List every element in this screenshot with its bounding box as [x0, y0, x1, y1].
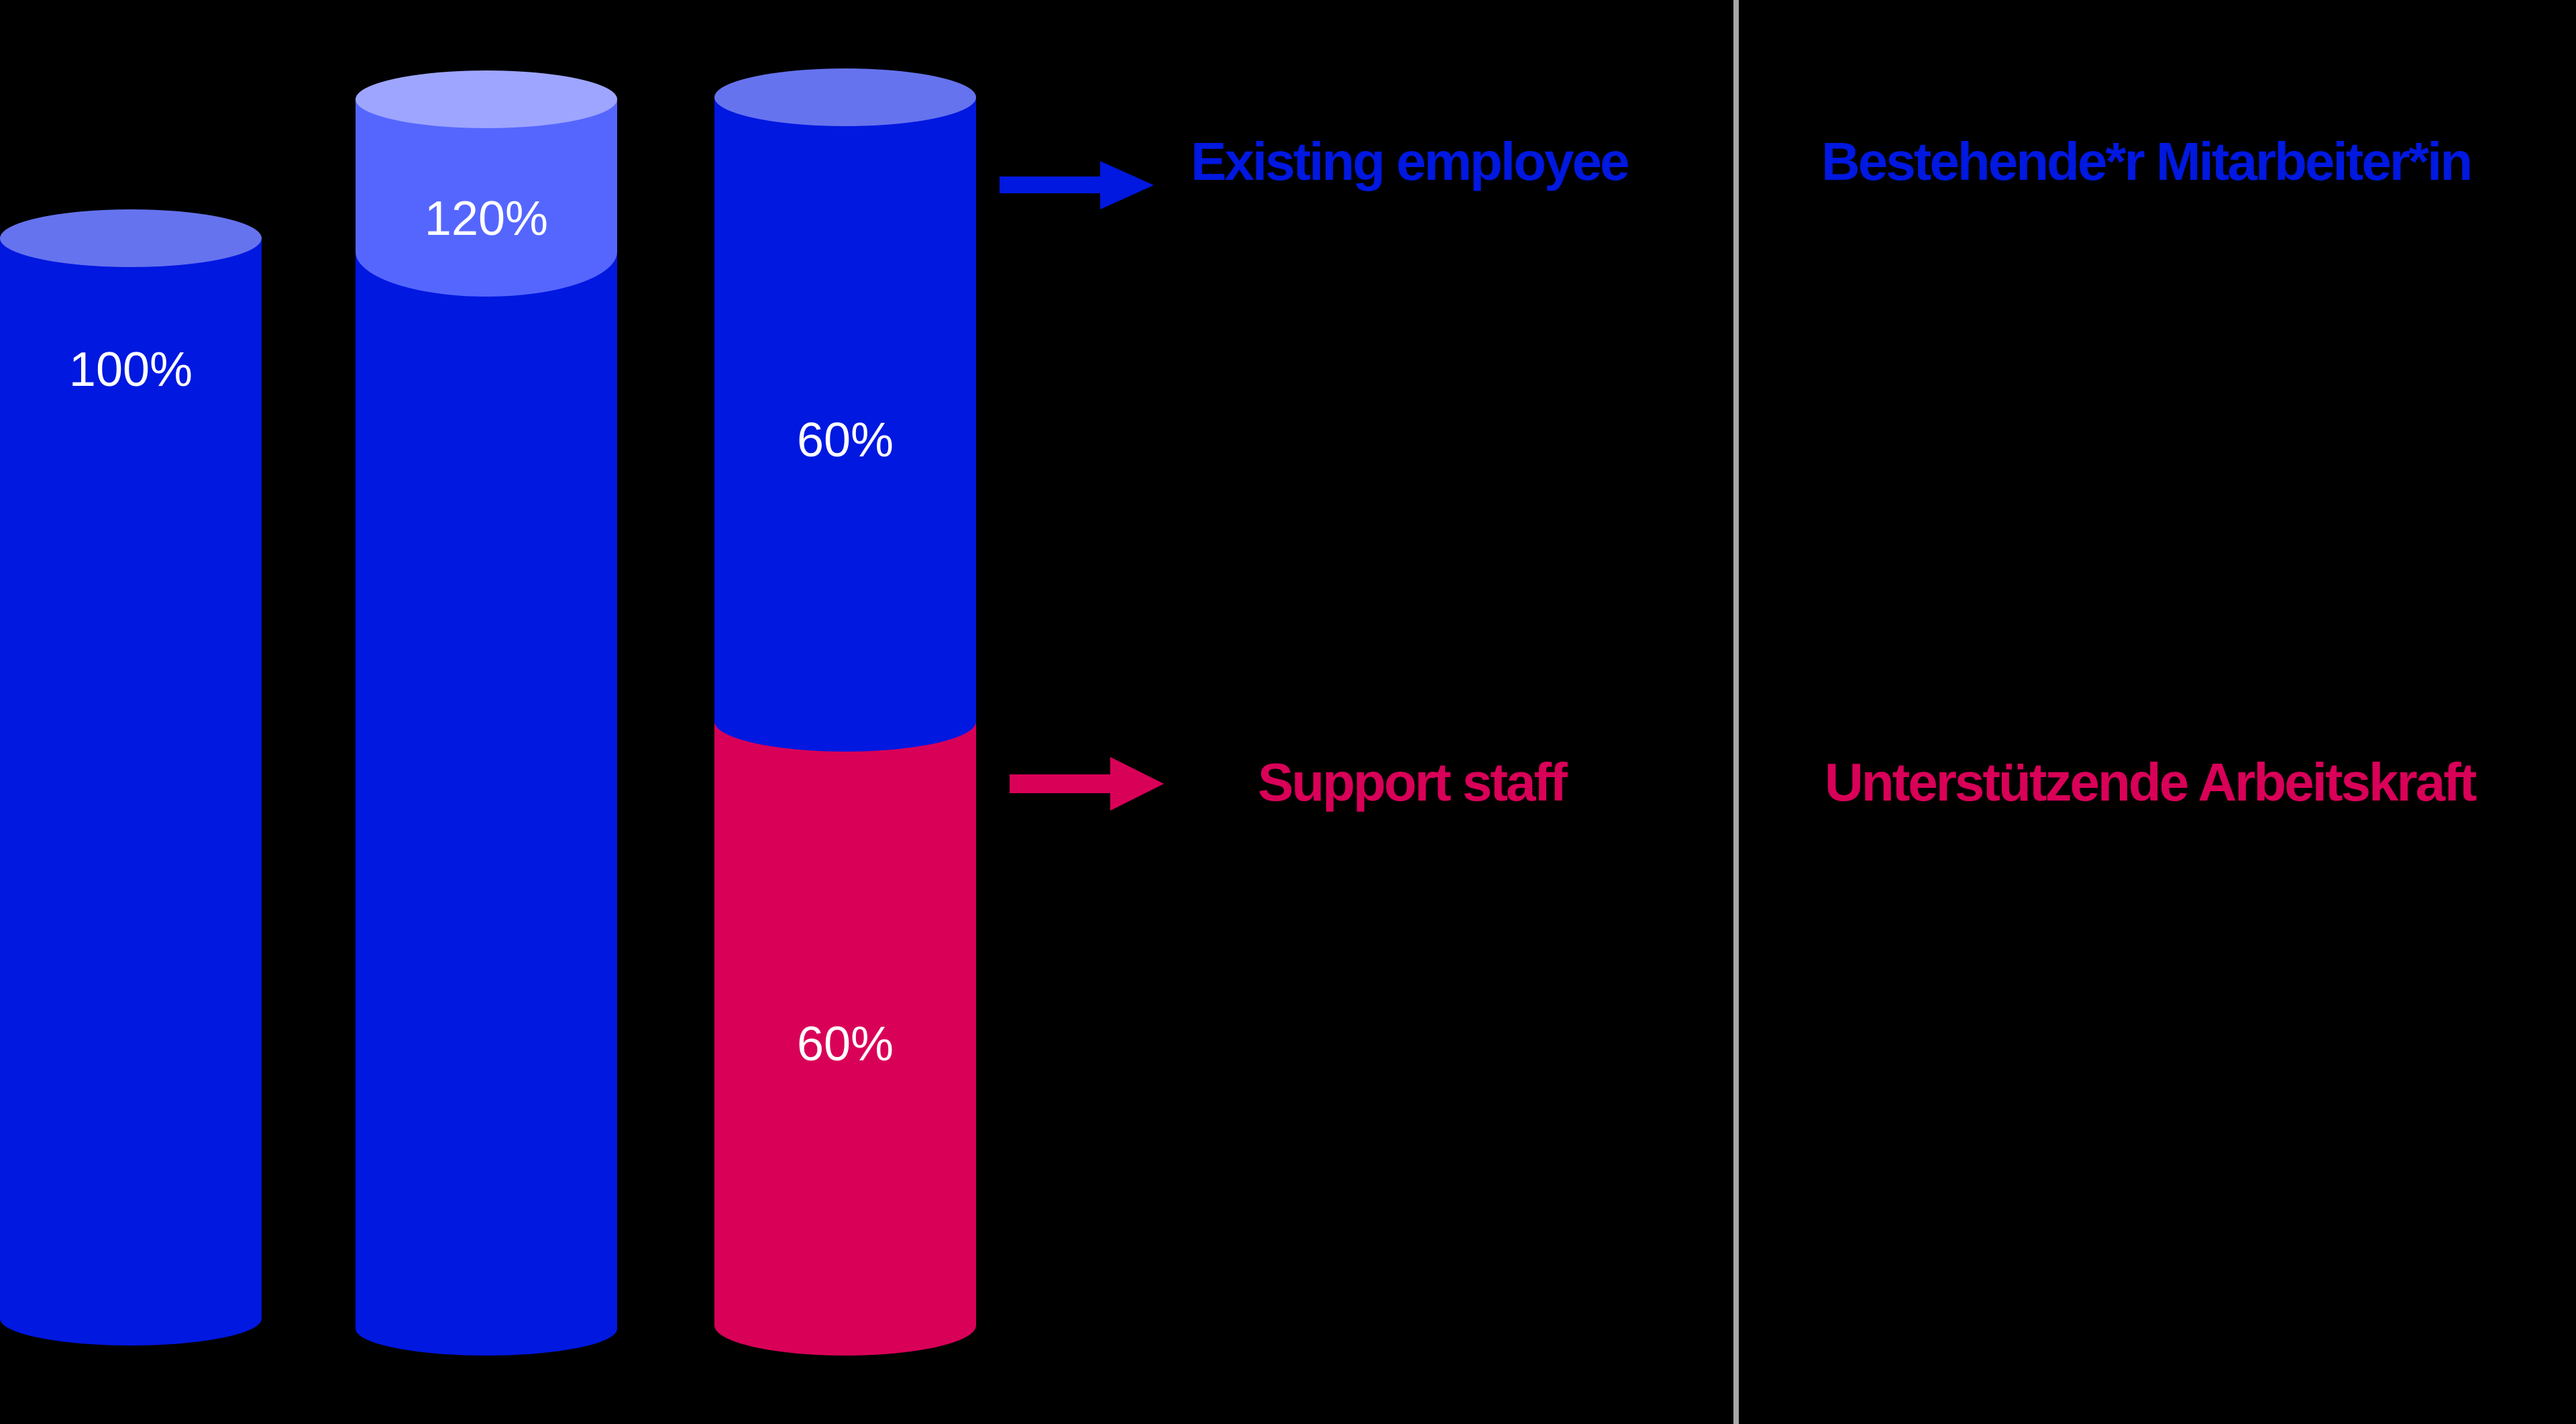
bar-3-top-value: 60%	[796, 413, 894, 467]
bar-3-bottom-value: 60%	[796, 1017, 894, 1071]
arrow-right-icon	[1010, 757, 1164, 811]
bar-1-value: 100%	[68, 343, 193, 397]
language-divider	[1733, 0, 1739, 1424]
arrow-right-icon	[1000, 161, 1154, 209]
legend-existing-employee-de: Bestehende*r Mitarbeiter*in	[1821, 132, 2473, 191]
bar-2-value: 120%	[424, 192, 549, 246]
bar-120-percent	[356, 70, 617, 1356]
bar-100-percent	[0, 209, 262, 1345]
legend-support-staff-en: Support staff	[1258, 752, 1568, 812]
bar-stacked-60-60	[714, 68, 976, 1356]
legend-support-staff-de: Unterstützende Arbeitskraft	[1825, 752, 2477, 812]
legend-existing-employee-en: Existing employee	[1191, 132, 1629, 191]
